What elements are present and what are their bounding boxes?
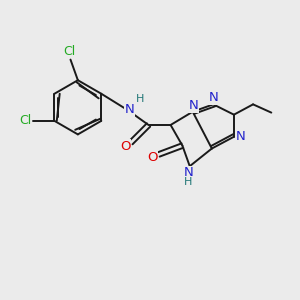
Text: Cl: Cl [63,45,75,58]
Text: H: H [184,176,193,187]
Text: O: O [147,151,158,164]
Text: Cl: Cl [19,114,31,127]
Text: N: N [188,99,198,112]
Text: N: N [236,130,245,143]
Text: O: O [120,140,131,153]
Text: N: N [208,92,218,104]
Text: H: H [136,94,145,104]
Text: N: N [183,166,193,179]
Text: N: N [124,103,134,116]
